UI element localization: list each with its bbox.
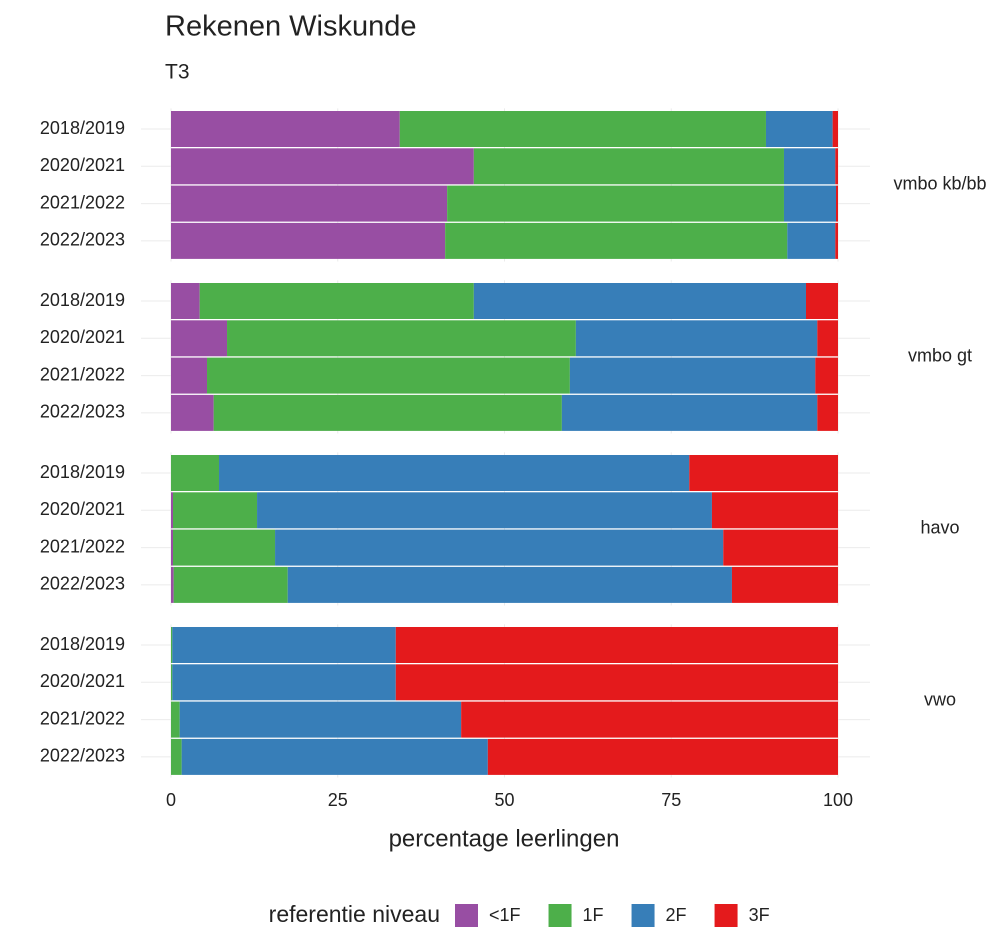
bar-segment [171,627,173,663]
bar-segment [179,701,462,738]
bar-segment [171,492,174,529]
legend-label: 1F [583,905,604,925]
bar-segment [787,222,836,259]
bar-segment [171,701,180,738]
bar-segment [199,283,474,319]
bar-segment [171,529,174,566]
bar-segment [257,492,712,529]
bar-segment [172,627,396,663]
bar-segment [171,320,228,357]
x-axis-label: percentage leerlingen [389,825,620,852]
legend-swatch [548,904,572,927]
bar-segment [171,222,446,259]
y-tick-label: 2022/2023 [40,746,125,766]
bar-segment [447,185,784,222]
bar-segment [171,394,214,431]
bar-segment [207,357,570,394]
bar-segment [835,185,838,222]
legend-swatch [455,904,478,927]
bar-segment [832,111,838,147]
y-tick-label: 2020/2021 [40,155,125,175]
bar-segment [171,111,400,147]
bar-segment [171,185,448,222]
bar-segment [765,111,833,147]
bar-segment [287,566,732,603]
y-tick-label: 2018/2019 [40,290,125,310]
bar-segment [835,222,838,259]
bar-segment [731,566,838,603]
bar-segment [723,529,838,566]
y-tick-label: 2018/2019 [40,634,125,654]
bar-segment [172,664,396,701]
chart-title: Rekenen Wiskunde [165,11,416,43]
bar-segment [487,738,838,775]
bar-segment [461,701,838,738]
legend-swatch [714,904,738,927]
y-tick-label: 2020/2021 [40,499,125,519]
bar-segment [171,357,208,394]
legend-swatch [631,904,655,927]
bar-segment [473,283,806,319]
bar-segment [213,394,562,431]
y-tick-label: 2021/2022 [40,192,125,212]
y-tick-label: 2020/2021 [40,671,125,691]
bar-segment [689,455,838,491]
bar-segment [711,492,838,529]
x-tick-label: 100 [823,790,853,810]
y-tick-label: 2020/2021 [40,327,125,347]
bar-segment [181,738,488,775]
bar-segment [171,455,220,491]
bar-segment [171,738,182,775]
bar-segment [395,664,838,701]
x-tick-label: 75 [661,790,681,810]
bar-segment [561,394,818,431]
bar-segment [815,357,838,394]
legend-title: referentie niveau [269,901,440,927]
y-tick-label: 2022/2023 [40,574,125,594]
x-tick-label: 25 [328,790,348,810]
panel-label: vmbo kb/bb [893,174,986,194]
bar-segment [275,529,724,566]
legend-label: <1F [489,905,521,925]
panel-label: havo [920,518,959,538]
bar-segment [171,566,174,603]
bar-segment [173,492,258,529]
y-tick-label: 2021/2022 [40,708,125,728]
bar-segment [171,148,474,185]
y-tick-label: 2021/2022 [40,364,125,384]
bar-segment [171,283,200,319]
bar-segment [783,148,836,185]
bar-segment [227,320,576,357]
legend-label: 2F [666,905,687,925]
bar-segment [173,566,288,603]
bar-segment [805,283,838,319]
bar-segment [817,320,838,357]
panel-label: vmbo gt [908,346,972,366]
bar-segment [171,664,173,701]
bar-segment [219,455,690,491]
bar-segment [473,148,784,185]
x-tick-label: 0 [166,790,176,810]
y-tick-label: 2021/2022 [40,536,125,556]
bar-segment [395,627,838,663]
bar-segment [569,357,816,394]
y-tick-label: 2018/2019 [40,462,125,482]
bar-segment [817,394,838,431]
x-tick-label: 50 [494,790,514,810]
legend-label: 3F [749,905,770,925]
y-tick-label: 2022/2023 [40,402,125,422]
bar-segment [173,529,276,566]
bar-segment [783,185,836,222]
panel-label: vwo [924,690,956,710]
bar-segment [445,222,788,259]
y-tick-label: 2018/2019 [40,118,125,138]
bar-segment [399,111,766,147]
bar-segment [835,148,838,185]
bar-segment [575,320,818,357]
chart-subtitle: T3 [165,61,190,84]
y-tick-label: 2022/2023 [40,230,125,250]
